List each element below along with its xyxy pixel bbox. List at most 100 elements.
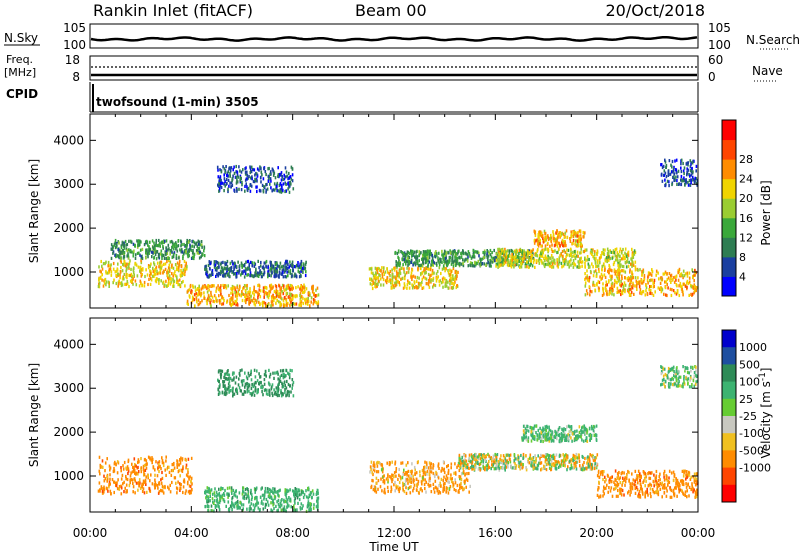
range-cell xyxy=(524,265,527,269)
range-cell xyxy=(137,265,140,269)
range-cell xyxy=(691,178,693,182)
range-cell xyxy=(135,283,138,287)
range-cell xyxy=(299,301,302,305)
range-cell xyxy=(298,270,301,274)
range-cell xyxy=(411,268,414,272)
range-cell xyxy=(219,383,221,387)
range-cell xyxy=(595,256,597,260)
range-cell xyxy=(498,255,500,259)
range-cell xyxy=(524,262,527,266)
range-cell xyxy=(652,285,655,289)
range-cell xyxy=(219,184,222,188)
range-cell xyxy=(454,250,456,254)
cpid-text: twofsound (1-min) 3505 xyxy=(96,95,259,109)
range-cell xyxy=(661,165,664,170)
range-cell xyxy=(524,257,527,261)
range-cell xyxy=(243,496,246,501)
range-cell xyxy=(179,486,182,490)
range-cell xyxy=(126,465,129,469)
range-cell xyxy=(140,255,143,259)
range-cell xyxy=(556,260,559,264)
range-cell xyxy=(251,263,253,267)
range-cell xyxy=(586,274,588,278)
range-cell xyxy=(158,460,161,464)
range-cell xyxy=(421,271,424,275)
range-cell xyxy=(161,256,163,260)
range-cell xyxy=(508,261,510,265)
range-cell xyxy=(528,257,530,261)
range-cell xyxy=(190,479,192,483)
range-cell xyxy=(273,269,275,273)
range-cell xyxy=(695,177,698,181)
range-cell xyxy=(134,253,137,257)
range-cell xyxy=(240,379,243,383)
range-cell xyxy=(307,500,310,504)
range-cell xyxy=(605,284,607,288)
range-cell xyxy=(226,387,229,391)
range-cell xyxy=(200,291,203,295)
range-cell xyxy=(291,383,294,387)
range-cell xyxy=(519,265,521,269)
range-cell xyxy=(164,267,167,271)
range-cell xyxy=(609,286,612,291)
range-cell xyxy=(456,261,458,265)
range-cell xyxy=(566,262,569,267)
range-cell xyxy=(414,468,416,472)
range-cell xyxy=(167,269,169,273)
range-cell xyxy=(198,240,201,244)
range-cell xyxy=(142,467,145,471)
range-cell xyxy=(665,175,668,179)
range-cell xyxy=(223,392,226,396)
range-cell xyxy=(452,260,454,265)
range-cell xyxy=(621,274,623,278)
range-cell xyxy=(257,390,259,394)
range-cell xyxy=(459,477,461,481)
range-cell xyxy=(376,268,378,272)
range-cell xyxy=(282,268,285,272)
range-cell xyxy=(234,286,236,290)
range-cell xyxy=(584,256,586,260)
range-cell xyxy=(280,187,282,191)
range-cell xyxy=(372,271,374,275)
range-cell xyxy=(407,254,409,259)
power-colorbar-tick: 28 xyxy=(739,153,753,166)
range-cell xyxy=(503,258,506,262)
range-cell xyxy=(588,279,590,283)
range-cell xyxy=(273,182,276,186)
range-cell xyxy=(289,384,291,388)
range-cell xyxy=(165,249,168,253)
range-cell xyxy=(690,167,693,171)
range-cell xyxy=(294,265,297,269)
range-cell xyxy=(205,286,208,290)
range-cell xyxy=(157,486,159,490)
range-cell xyxy=(396,251,399,256)
range-cell xyxy=(172,252,175,257)
range-cell xyxy=(467,255,469,259)
range-cell xyxy=(210,290,212,294)
range-cell xyxy=(235,181,238,185)
range-cell xyxy=(615,274,618,278)
range-cell xyxy=(597,261,599,265)
range-cell xyxy=(275,301,277,305)
range-cell xyxy=(207,497,210,501)
range-cell xyxy=(308,508,311,512)
range-cell xyxy=(137,460,139,464)
range-cell xyxy=(589,293,591,297)
range-cell xyxy=(558,258,560,262)
range-cell xyxy=(675,274,678,278)
range-cell xyxy=(227,284,229,288)
range-cell xyxy=(608,263,610,268)
range-cell xyxy=(231,284,234,289)
range-cell xyxy=(198,284,200,288)
range-cell xyxy=(374,282,376,286)
range-cell xyxy=(664,286,667,290)
range-cell xyxy=(422,275,425,279)
range-cell xyxy=(286,502,289,506)
range-cell xyxy=(305,270,307,274)
power-colorbar-tick: 12 xyxy=(739,231,753,244)
range-cell xyxy=(293,302,296,306)
range-cell xyxy=(290,390,292,394)
range-cell xyxy=(421,277,424,281)
range-cell xyxy=(263,295,265,299)
range-cell xyxy=(688,280,691,284)
